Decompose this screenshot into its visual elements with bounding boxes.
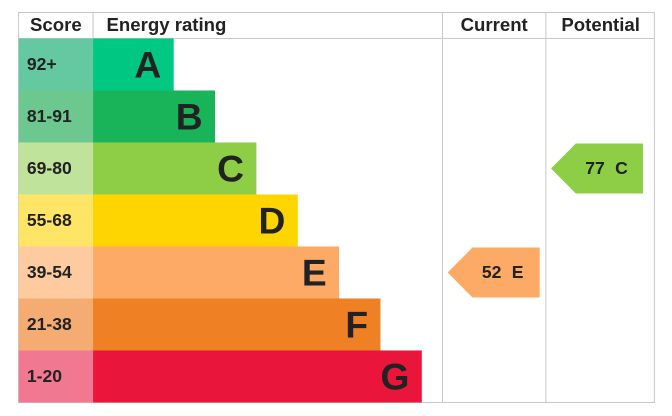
- rating-letter: E: [302, 251, 327, 293]
- rating-bar: [93, 350, 422, 403]
- potential-arrow: [551, 143, 644, 194]
- score-label: 55-68: [27, 210, 72, 230]
- score-cell: [18, 350, 94, 403]
- score-cell: [18, 246, 94, 299]
- rating-letter: B: [176, 95, 203, 137]
- current-letter: E: [512, 262, 524, 282]
- score-label: 1-20: [27, 366, 62, 386]
- current-arrow: [447, 247, 540, 298]
- rating-bar: [93, 90, 216, 143]
- score-cell: [18, 38, 94, 91]
- potential-value: 77: [585, 158, 605, 178]
- header-current: Current: [461, 14, 528, 35]
- rating-letter: D: [258, 199, 285, 241]
- score-cell: [18, 298, 94, 351]
- rating-bar: [93, 38, 174, 91]
- rating-bar: [93, 246, 340, 299]
- score-label: 69-80: [27, 158, 72, 178]
- header-score: Score: [30, 14, 82, 35]
- rating-bar: [93, 142, 257, 195]
- header-potential: Potential: [561, 14, 640, 35]
- score-label: 81-91: [27, 106, 72, 126]
- rating-letter: C: [217, 147, 244, 189]
- rating-letter: G: [380, 355, 409, 397]
- score-cell: [18, 90, 94, 143]
- current-value: 52: [482, 262, 502, 282]
- rating-bar: [93, 194, 298, 247]
- rating-letter: F: [345, 303, 368, 345]
- score-cell: [18, 142, 94, 195]
- rating-letter: A: [134, 43, 161, 85]
- score-label: 39-54: [27, 262, 72, 282]
- score-label: 21-38: [27, 314, 72, 334]
- potential-letter: C: [615, 158, 628, 178]
- score-cell: [18, 194, 94, 247]
- score-label: 92+: [27, 54, 57, 74]
- rating-bar: [93, 298, 381, 351]
- header-rating: Energy rating: [106, 14, 226, 35]
